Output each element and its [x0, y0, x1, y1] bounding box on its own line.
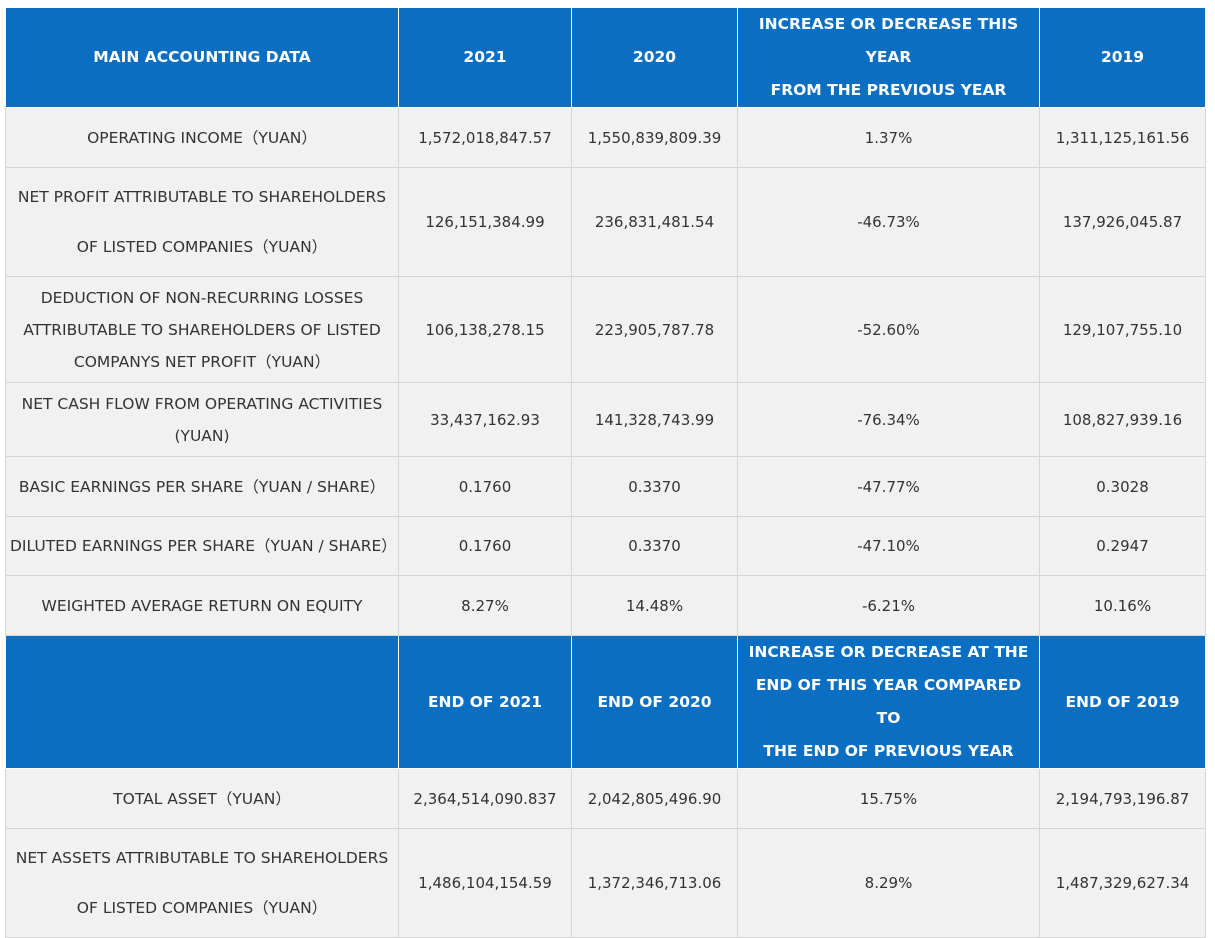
row-label: OPERATING INCOME（YUAN）	[5, 107, 399, 168]
row-label-line: DILUTED EARNINGS PER SHARE（YUAN / SHARE）	[10, 537, 397, 555]
value-2021: 106,138,278.15	[398, 276, 572, 383]
value-2020: 0.3370	[571, 456, 738, 517]
value-2020: 0.3370	[571, 516, 738, 576]
value-2020: 14.48%	[571, 575, 738, 636]
table-row: TOTAL ASSET（YUAN） 2,364,514,090.837 2,04…	[5, 768, 1206, 829]
row-label-line: (YUAN)	[174, 426, 230, 445]
row-label-line: BASIC EARNINGS PER SHARE（YUAN / SHARE）	[18, 477, 386, 496]
row-label-line: OF LISTED COMPANIES（YUAN）	[76, 899, 328, 917]
header-main-accounting-data: MAIN ACCOUNTING DATA	[5, 7, 399, 108]
value-change: -46.73%	[737, 167, 1040, 277]
header-end-2020: END OF 2020	[571, 635, 738, 769]
value-end-2019: 2,194,793,196.87	[1039, 768, 1206, 829]
value-change: -47.10%	[737, 516, 1040, 576]
row-label: NET ASSETS ATTRIBUTABLE TO SHAREHOLDERS …	[5, 828, 399, 938]
header-row-annual: MAIN ACCOUNTING DATA 2021 2020 INCREASE …	[5, 7, 1206, 108]
row-label-line: COMPANYS NET PROFIT（YUAN）	[73, 352, 331, 371]
header-row-year-end: END OF 2021 END OF 2020 INCREASE OR DECR…	[5, 635, 1206, 769]
header-change-line: FROM THE PREVIOUS YEAR	[770, 81, 1007, 99]
row-label-line: NET PROFIT ATTRIBUTABLE TO SHAREHOLDERS	[17, 188, 387, 206]
value-2019: 137,926,045.87	[1039, 167, 1206, 277]
row-label: DILUTED EARNINGS PER SHARE（YUAN / SHARE）	[5, 516, 399, 576]
row-label-line: TOTAL ASSET（YUAN）	[113, 789, 291, 808]
row-label-line: ATTRIBUTABLE TO SHAREHOLDERS OF LISTED	[23, 320, 381, 339]
value-end-2021: 2,364,514,090.837	[398, 768, 572, 829]
value-change: -76.34%	[737, 382, 1040, 457]
table-row: BASIC EARNINGS PER SHARE（YUAN / SHARE） 0…	[5, 456, 1206, 517]
value-2021: 0.1760	[398, 516, 572, 576]
table-row: DILUTED EARNINGS PER SHARE（YUAN / SHARE）…	[5, 516, 1206, 576]
row-label: BASIC EARNINGS PER SHARE（YUAN / SHARE）	[5, 456, 399, 517]
value-2019: 0.2947	[1039, 516, 1206, 576]
value-2019: 10.16%	[1039, 575, 1206, 636]
header-blank	[5, 635, 399, 769]
value-change: -52.60%	[737, 276, 1040, 383]
row-label-line: OPERATING INCOME（YUAN）	[87, 128, 317, 147]
value-2019: 0.3028	[1039, 456, 1206, 517]
accounting-table-wrapper: MAIN ACCOUNTING DATA 2021 2020 INCREASE …	[5, 7, 1206, 938]
value-2019: 108,827,939.16	[1039, 382, 1206, 457]
table-row: NET ASSETS ATTRIBUTABLE TO SHAREHOLDERS …	[5, 828, 1206, 938]
value-2020: 236,831,481.54	[571, 167, 738, 277]
row-label: NET CASH FLOW FROM OPERATING ACTIVITIES …	[5, 382, 399, 457]
header-end-2019: END OF 2019	[1039, 635, 1206, 769]
main-accounting-data-table: MAIN ACCOUNTING DATA 2021 2020 INCREASE …	[5, 7, 1206, 938]
header-2019: 2019	[1039, 7, 1206, 108]
value-end-2019: 1,487,329,627.34	[1039, 828, 1206, 938]
value-2019: 1,311,125,161.56	[1039, 107, 1206, 168]
header-change-year-end: INCREASE OR DECREASE AT THE END OF THIS …	[737, 635, 1040, 769]
value-end-2020: 1,372,346,713.06	[571, 828, 738, 938]
value-2019: 129,107,755.10	[1039, 276, 1206, 383]
table-row: OPERATING INCOME（YUAN） 1,572,018,847.57 …	[5, 107, 1206, 168]
value-2020: 223,905,787.78	[571, 276, 738, 383]
header-2021: 2021	[398, 7, 572, 108]
value-change: 15.75%	[737, 768, 1040, 829]
header-change-line: INCREASE OR DECREASE AT THE	[748, 643, 1029, 661]
row-label-line: DEDUCTION OF NON-RECURRING LOSSES	[40, 288, 364, 307]
header-change: INCREASE OR DECREASE THIS YEAR FROM THE …	[737, 7, 1040, 108]
row-label: DEDUCTION OF NON-RECURRING LOSSES ATTRIB…	[5, 276, 399, 383]
value-2020: 1,550,839,809.39	[571, 107, 738, 168]
value-change: 8.29%	[737, 828, 1040, 938]
table-row: NET PROFIT ATTRIBUTABLE TO SHAREHOLDERS …	[5, 167, 1206, 277]
table-row: DEDUCTION OF NON-RECURRING LOSSES ATTRIB…	[5, 276, 1206, 383]
value-2020: 141,328,743.99	[571, 382, 738, 457]
value-2021: 1,572,018,847.57	[398, 107, 572, 168]
value-2021: 33,437,162.93	[398, 382, 572, 457]
value-end-2021: 1,486,104,154.59	[398, 828, 572, 938]
row-label-line: NET CASH FLOW FROM OPERATING ACTIVITIES	[21, 394, 383, 413]
value-2021: 0.1760	[398, 456, 572, 517]
row-label: NET PROFIT ATTRIBUTABLE TO SHAREHOLDERS …	[5, 167, 399, 277]
header-end-2021: END OF 2021	[398, 635, 572, 769]
value-change: 1.37%	[737, 107, 1040, 168]
header-change-line: END OF THIS YEAR COMPARED TO	[755, 676, 1022, 727]
row-label-line: OF LISTED COMPANIES（YUAN）	[76, 238, 328, 256]
value-2021: 126,151,384.99	[398, 167, 572, 277]
header-change-line: THE END OF PREVIOUS YEAR	[763, 742, 1014, 760]
value-change: -6.21%	[737, 575, 1040, 636]
value-end-2020: 2,042,805,496.90	[571, 768, 738, 829]
row-label: TOTAL ASSET（YUAN）	[5, 768, 399, 829]
row-label-line: NET ASSETS ATTRIBUTABLE TO SHAREHOLDERS	[15, 849, 389, 867]
row-label-line: WEIGHTED AVERAGE RETURN ON EQUITY	[41, 596, 363, 615]
table-row: WEIGHTED AVERAGE RETURN ON EQUITY 8.27% …	[5, 575, 1206, 636]
row-label: WEIGHTED AVERAGE RETURN ON EQUITY	[5, 575, 399, 636]
header-change-line: INCREASE OR DECREASE THIS YEAR	[758, 15, 1019, 66]
header-2020: 2020	[571, 7, 738, 108]
value-change: -47.77%	[737, 456, 1040, 517]
table-row: NET CASH FLOW FROM OPERATING ACTIVITIES …	[5, 382, 1206, 457]
value-2021: 8.27%	[398, 575, 572, 636]
